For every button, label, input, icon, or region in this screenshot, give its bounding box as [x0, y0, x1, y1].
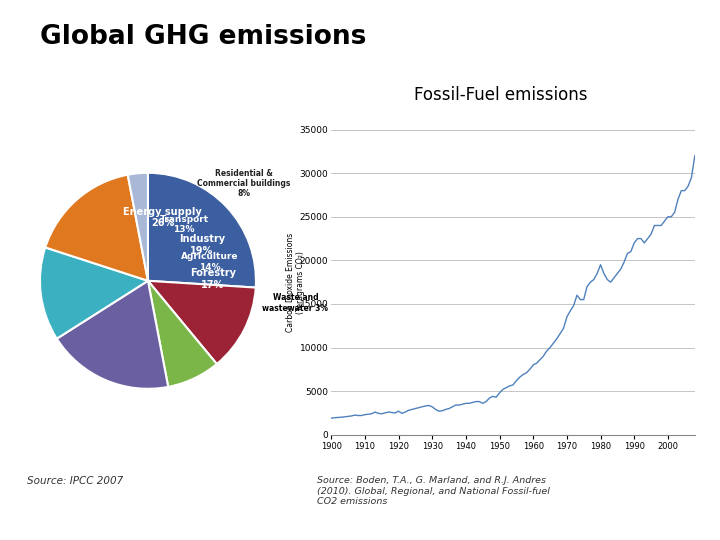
Text: Residential &
Commercial buildings
8%: Residential & Commercial buildings 8% [197, 168, 290, 198]
Text: Waste and
wastewater 3%: Waste and wastewater 3% [262, 293, 328, 313]
Text: Source: IPCC 2007: Source: IPCC 2007 [27, 476, 124, 487]
Text: Source: Boden, T.A., G. Marland, and R.J. Andres
(2010). Global, Regional, and N: Source: Boden, T.A., G. Marland, and R.J… [317, 476, 549, 506]
Text: Forestry
17%: Forestry 17% [190, 268, 235, 290]
Wedge shape [40, 247, 148, 339]
Text: Agriculture
14%: Agriculture 14% [181, 252, 238, 272]
Text: Fossil-Fuel emissions: Fossil-Fuel emissions [414, 85, 587, 104]
Text: Energy supply
26%: Energy supply 26% [123, 207, 202, 228]
Wedge shape [45, 175, 148, 281]
Text: Global GHG emissions: Global GHG emissions [40, 24, 366, 50]
Wedge shape [148, 281, 256, 364]
Y-axis label: Carbon Dioxide Emissions
(Teragrams CO₂): Carbon Dioxide Emissions (Teragrams CO₂) [286, 233, 305, 332]
Wedge shape [148, 173, 256, 288]
Wedge shape [127, 173, 148, 281]
Text: Industry
19%: Industry 19% [179, 234, 225, 256]
Text: Transport
13%: Transport 13% [159, 214, 209, 234]
Text: 4: 4 [690, 521, 700, 536]
Wedge shape [148, 281, 217, 387]
Wedge shape [57, 281, 168, 389]
